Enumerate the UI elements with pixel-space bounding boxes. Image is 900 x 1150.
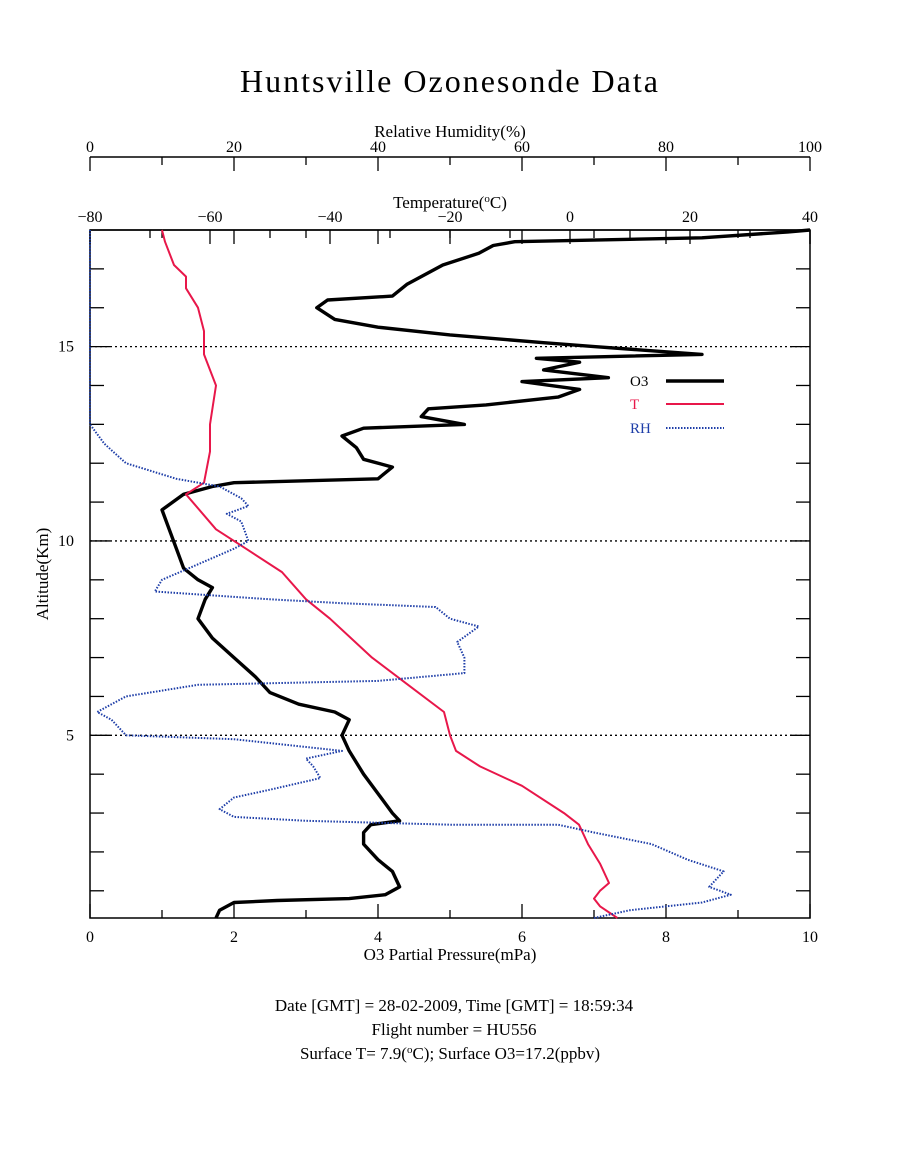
temperature-axis-title-end: C) (490, 193, 507, 212)
humidity-tick-label: 100 (798, 139, 822, 156)
temperature-tick-label: 0 (566, 209, 574, 226)
footer-surface-values: Surface T= 7.9(oC); Surface O3=17.2(ppbv… (300, 1044, 600, 1063)
ozone-tick-label: 8 (662, 929, 670, 946)
temperature-axis-title-sup: o (484, 193, 490, 205)
legend-label-rh: RH (630, 421, 651, 437)
series-line-t (161, 229, 618, 919)
altitude-tick-label: 15 (58, 339, 74, 356)
legend-label-t: T (630, 397, 639, 413)
ozone-tick-label: 10 (802, 929, 818, 946)
legend: O3 T RH (630, 374, 724, 437)
temperature-tick-label: 40 (802, 209, 818, 226)
chart-title: Huntsville Ozonesonde Data (240, 63, 660, 99)
temperature-tick-label: 20 (682, 209, 698, 226)
humidity-tick-label: 0 (86, 139, 94, 156)
humidity-tick-label: 40 (370, 139, 386, 156)
series-line-rh (89, 230, 732, 919)
ozone-tick-label: 0 (86, 929, 94, 946)
ozone-tick-label: 2 (230, 929, 238, 946)
footer-surface-o3: C); Surface O3=17.2(ppbv) (412, 1044, 600, 1063)
footer-surface-sup: o (407, 1044, 413, 1056)
temperature-tick-label: −40 (317, 209, 342, 226)
temperature-axis-title: Temperature(oC) (393, 193, 507, 212)
temperature-tick-label: −20 (437, 209, 462, 226)
temperature-axis-title-main: Temperature( (393, 193, 485, 212)
humidity-axis-title: Relative Humidity(%) (374, 122, 526, 141)
series-layer (89, 228, 811, 919)
footer-date-time: Date [GMT] = 28-02-2009, Time [GMT] = 18… (275, 996, 634, 1015)
temperature-tick-label: −80 (77, 209, 102, 226)
footer-flight-number: Flight number = HU556 (372, 1020, 537, 1039)
altitude-axis: 5 10 15 (58, 268, 810, 892)
humidity-tick-label: 20 (226, 139, 242, 156)
ozone-axis-title: O3 Partial Pressure(mPa) (364, 945, 537, 964)
ozone-tick-label: 4 (374, 929, 382, 946)
humidity-tick-label: 60 (514, 139, 530, 156)
series-line-o3 (160, 228, 811, 919)
footer-surface-t: Surface T= 7.9( (300, 1044, 407, 1063)
humidity-axis: 0 20 40 60 80 100 (86, 139, 822, 171)
altitude-axis-title: Altitude(Km) (33, 528, 52, 621)
altitude-tick-label: 5 (66, 727, 74, 744)
ozone-axis: 0 2 4 6 8 10 (86, 230, 818, 946)
temperature-tick-label: −60 (197, 209, 222, 226)
altitude-tick-label: 10 (58, 533, 74, 550)
legend-label-o3: O3 (630, 374, 648, 390)
humidity-tick-label: 80 (658, 139, 674, 156)
ozone-tick-label: 6 (518, 929, 526, 946)
